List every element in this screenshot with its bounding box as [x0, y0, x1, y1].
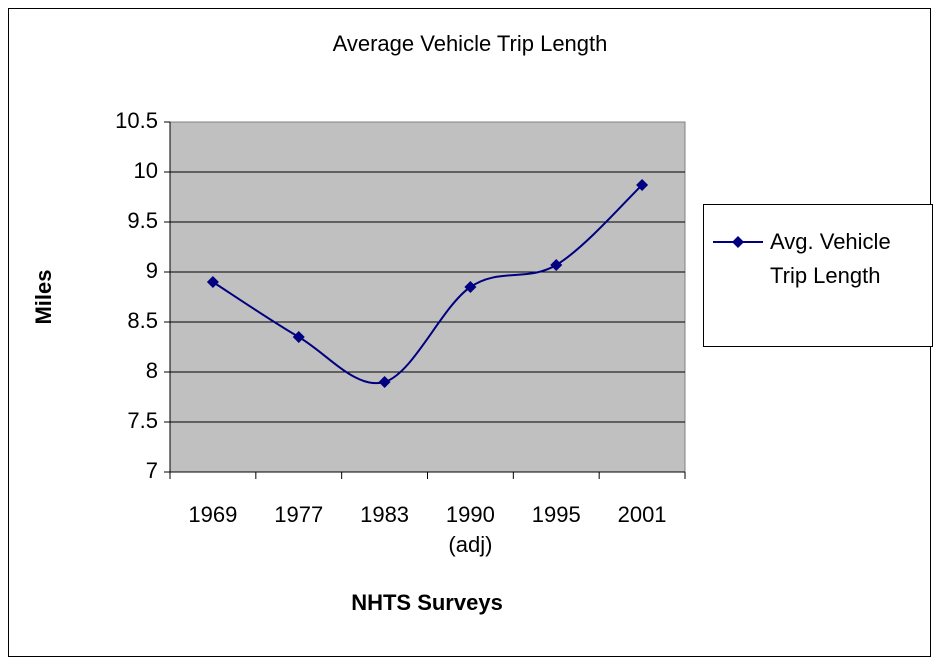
x-axis-label: NHTS Surveys	[351, 590, 503, 615]
marker	[550, 259, 563, 271]
y-tick-label: 10.5	[115, 108, 158, 133]
y-axis-label: Miles	[31, 269, 56, 324]
marker	[378, 376, 391, 388]
y-tick-label: 7.5	[127, 408, 158, 433]
chart-title: Average Vehicle Trip Length	[333, 31, 608, 56]
y-tick-label: 9	[146, 258, 158, 283]
marker	[636, 179, 649, 191]
marker	[206, 276, 219, 288]
y-tick-label: 9.5	[127, 208, 158, 233]
y-tick-label: 7	[146, 458, 158, 483]
y-tick-label: 10	[134, 158, 158, 183]
legend-label: Avg. Vehicle Trip Length	[770, 229, 891, 288]
y-tick-label: 8	[146, 358, 158, 383]
x-tick-label: 1990 (adj)	[445, 502, 495, 557]
plot-area	[169, 121, 686, 473]
x-tick-label: 1977	[274, 502, 324, 527]
x-tick-label: 1995	[531, 502, 581, 527]
marker	[464, 281, 477, 293]
legend-box	[703, 204, 933, 347]
x-tick-label: 1983	[360, 502, 410, 527]
x-tick-label: 1969	[188, 502, 238, 527]
y-tick-label: 8.5	[127, 308, 158, 333]
legend-marker	[732, 236, 744, 248]
x-tick-label: 2001	[617, 502, 667, 527]
line	[212, 184, 643, 385]
marker	[292, 331, 305, 343]
